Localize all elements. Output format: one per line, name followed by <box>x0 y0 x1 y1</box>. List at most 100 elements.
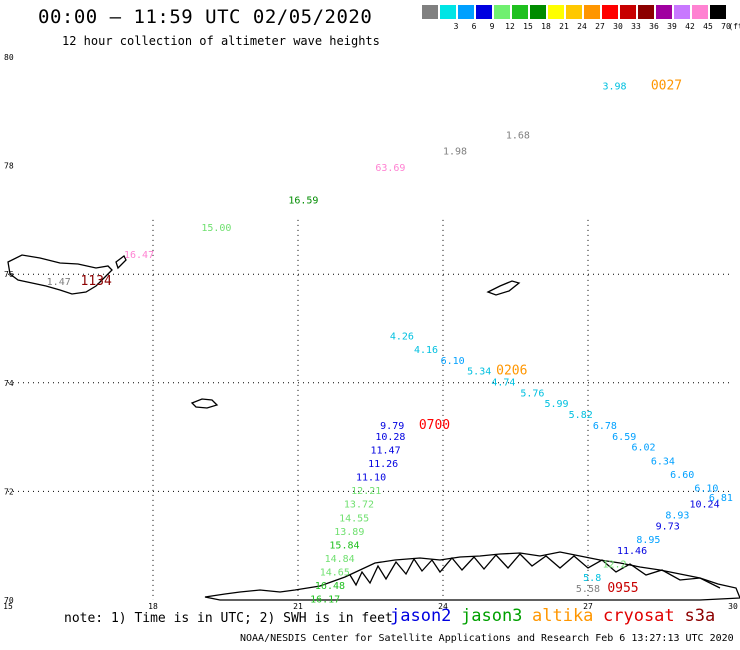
longitude-tick-label: 30 <box>728 602 738 611</box>
wave-height-label: 16.47 <box>124 250 154 261</box>
legend-swatch <box>476 5 492 19</box>
wave-height-label: 10.28 <box>375 432 405 443</box>
wave-height-label: 6.34 <box>651 456 675 467</box>
wave-height-label: 6.78 <box>593 421 617 432</box>
legend-label: 21 <box>559 22 569 31</box>
legend-label: 42 <box>685 22 695 31</box>
legend-label: 9 <box>489 22 495 31</box>
wave-height-label: 14.55 <box>339 513 369 524</box>
wave-height-label: 5.8 <box>583 573 601 584</box>
wave-height-label: 11.47 <box>371 445 401 456</box>
latitude-tick-label: 70 <box>4 596 14 605</box>
legend-swatch <box>512 5 528 19</box>
legend-swatch <box>656 5 672 19</box>
wave-height-label: 4.16 <box>414 345 438 356</box>
svalbard-coast <box>7 254 113 295</box>
wave-height-label: 9.73 <box>656 521 680 532</box>
legend-swatch <box>440 5 456 19</box>
wave-height-label: 5.99 <box>545 399 569 410</box>
pass-time-label: 0027 <box>651 79 682 94</box>
satellite-name-cryosat: cryosat <box>603 606 675 626</box>
wave-height-label: 63.69 <box>375 163 405 174</box>
legend-label: 6 <box>471 22 477 31</box>
wave-height-label: 15.00 <box>201 223 231 234</box>
wave-height-label: 5.76 <box>520 388 544 399</box>
legend-label: 27 <box>595 22 605 31</box>
latitude-tick-label: 72 <box>4 487 14 496</box>
kong-karls-land <box>486 280 521 296</box>
footer-credit: NOAA/NESDIS Center for Satellite Applica… <box>240 633 734 644</box>
wave-height-label: 6.02 <box>632 443 656 454</box>
bear-island <box>190 398 219 409</box>
latitude-tick-label: 80 <box>4 53 14 62</box>
wave-height-label: 9.79 <box>380 421 404 432</box>
legend-label: 33 <box>631 22 641 31</box>
wave-height-label: 5.82 <box>569 410 593 421</box>
legend-label: 18 <box>541 22 551 31</box>
wave-height-label: 8.95 <box>636 535 660 546</box>
legend-swatch <box>692 5 708 19</box>
svalbard-inlet <box>115 255 127 270</box>
legend-label: 3 <box>453 22 459 31</box>
legend-label: 39 <box>667 22 677 31</box>
legend-unit: (ft) <box>728 22 740 31</box>
wave-height-label: 11.10 <box>356 473 386 484</box>
longitude-tick-label: 18 <box>148 602 158 611</box>
pass-time-label: 0700 <box>419 418 450 433</box>
wave-height-label: 6.10 <box>441 356 465 367</box>
wave-height-label: 13.89 <box>334 527 364 538</box>
satellite-name-s3a: s3a <box>684 606 716 626</box>
wave-height-label: 1.47 <box>47 277 71 288</box>
map-title: 00:00 – 11:59 UTC 02/05/2020 <box>38 6 373 28</box>
axis-ticks: 15 18 21 24 27 30 80 78 76 74 72 70 <box>3 53 738 611</box>
note-text: note: 1) Time is in UTC; 2) SWH is in fe… <box>64 611 393 626</box>
wave-height-label: 6.59 <box>612 432 636 443</box>
wave-height-label: 11.46 <box>617 546 647 557</box>
legend-label: 30 <box>613 22 623 31</box>
wave-height-label: 6.60 <box>670 470 694 481</box>
legend-swatch <box>584 5 600 19</box>
wave-height-label: 10.24 <box>690 500 720 511</box>
satellite-name-jason2: jason2 <box>390 606 452 626</box>
legend-label: 12 <box>505 22 515 31</box>
wave-height-label: 12.21 <box>351 486 381 497</box>
legend-swatch <box>710 5 726 19</box>
wave-height-label: 13.72 <box>344 500 374 511</box>
wave-height-label: 15.84 <box>329 540 359 551</box>
wave-height-label: 16.48 <box>315 581 345 592</box>
wave-height-label: 1.68 <box>506 130 530 141</box>
norway-coast <box>204 551 740 601</box>
map-subtitle: 12 hour collection of altimeter wave hei… <box>62 34 380 48</box>
norway-fjords <box>349 553 721 589</box>
pass-time-label: 0206 <box>496 364 527 379</box>
legend-swatch <box>620 5 636 19</box>
pass-time-label: 0955 <box>607 581 638 596</box>
latitude-tick-label: 74 <box>4 379 14 388</box>
legend-label: 15 <box>523 22 533 31</box>
legend-swatch <box>566 5 582 19</box>
wave-height-label: 16.17 <box>310 595 340 606</box>
wave-height-label: 5.58 <box>576 584 600 595</box>
legend-swatch <box>548 5 564 19</box>
wave-height-label: 1.98 <box>443 147 467 158</box>
legend-swatch <box>602 5 618 19</box>
wave-height-label: 14.84 <box>325 554 355 565</box>
coastline <box>7 254 740 601</box>
wave-height-label: 6.10 <box>694 483 718 494</box>
pass-time-label: 1134 <box>81 274 112 289</box>
legend-label: 24 <box>577 22 587 31</box>
legend-swatch <box>494 5 510 19</box>
wave-height-label: 11.26 <box>368 459 398 470</box>
legend-swatch <box>458 5 474 19</box>
graticule <box>8 219 733 600</box>
legend-swatch <box>422 5 438 19</box>
wave-height-label: 3.98 <box>603 82 627 93</box>
wave-height-label: 4.74 <box>491 378 515 389</box>
wave-height-label: 14.65 <box>320 568 350 579</box>
longitude-tick-label: 21 <box>293 602 303 611</box>
longitude-tick-label: 15 <box>3 602 13 611</box>
wave-height-label: 6.81 <box>709 493 733 504</box>
wave-height-label: 4.26 <box>390 331 414 342</box>
legend-label: 45 <box>703 22 713 31</box>
